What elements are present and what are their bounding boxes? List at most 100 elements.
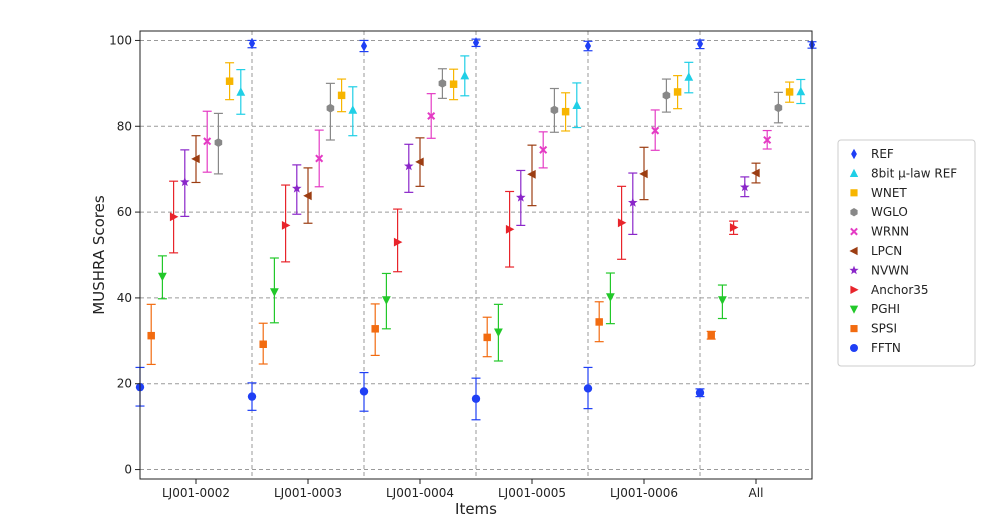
legend-label: SPSI: [871, 322, 897, 336]
point-anchor35: [169, 212, 179, 222]
point-ref: [248, 37, 256, 49]
x-axis-title: Items: [455, 500, 497, 518]
legend-item-fftn: FFTN: [850, 341, 901, 355]
point-wglo: [774, 103, 783, 113]
point-8bit-law-ref: [572, 100, 582, 109]
legend-label: WNET: [871, 186, 907, 200]
point-wrnn: [203, 137, 212, 146]
legend-item-spsi: SPSI: [850, 322, 897, 336]
legend-label: FFTN: [871, 341, 901, 355]
axes: 0 20 40 60 80 100 LJ001-0002 LJ001-0003 LJ001-00…: [109, 33, 763, 500]
legend-item-anchor35: Anchor35: [850, 283, 929, 297]
point-spsi: [371, 325, 379, 333]
point-wnet: [561, 107, 570, 116]
point-pghi: [158, 272, 167, 282]
point-ref: [472, 37, 480, 49]
point-lpcn: [415, 157, 424, 167]
legend-marker: [849, 168, 859, 177]
y-tick-label: 100: [109, 33, 132, 47]
point-fftn: [247, 392, 257, 401]
point-ref: [696, 38, 704, 50]
point-wnet: [337, 91, 346, 100]
point-wglo: [438, 79, 447, 88]
legend-item-ref: REF: [851, 147, 894, 161]
point-pghi: [270, 288, 279, 297]
legend: REF 8bit μ-law REF WNET WGLO WRNN LPCN NVWN Anc…: [837, 139, 976, 367]
y-tick-label: 80: [117, 119, 132, 133]
point-spsi: [259, 340, 267, 348]
legend-label: 8bit μ-law REF: [871, 166, 957, 180]
point-wnet: [673, 88, 682, 96]
point-nvwn: [404, 161, 414, 171]
point-lpcn: [751, 168, 760, 178]
point-ref: [584, 40, 592, 52]
point-ref: [360, 40, 368, 52]
x-tick-label: LJ001-0004: [386, 486, 454, 500]
legend-item-lpcn: LPCN: [849, 244, 902, 258]
legend-marker: [850, 189, 858, 197]
point-anchor35: [393, 237, 403, 247]
legend-label: LPCN: [871, 244, 902, 258]
point-fftn: [359, 387, 369, 396]
x-tick-label: LJ001-0005: [498, 486, 566, 500]
x-stroke: [203, 137, 212, 146]
point-8bit-law-ref: [796, 86, 806, 96]
point-8bit-law-ref: [460, 70, 470, 80]
legend-marker: [850, 227, 858, 236]
x-tick-label: All: [749, 486, 764, 500]
point-wglo: [214, 138, 223, 147]
point-nvwn: [740, 182, 750, 192]
point-spsi: [147, 331, 155, 340]
point-pghi: [718, 296, 727, 305]
point-wrnn: [539, 145, 548, 154]
point-wnet: [449, 80, 458, 88]
legend-label: Anchor35: [871, 283, 929, 297]
y-tick-label: 20: [117, 377, 132, 391]
legend-item-8bit-law-ref: 8bit μ-law REF: [849, 166, 957, 180]
legend-label: REF: [871, 147, 894, 161]
x-stroke: [763, 135, 772, 145]
point-nvwn: [292, 183, 302, 193]
point-anchor35: [729, 223, 739, 232]
legend-item-wrnn: WRNN: [850, 225, 909, 239]
point-nvwn: [628, 197, 638, 207]
legend-marker: [849, 305, 859, 314]
point-pghi: [382, 296, 391, 305]
point-pghi: [494, 328, 503, 338]
point-8bit-law-ref: [348, 105, 358, 114]
legend-marker: [851, 148, 857, 160]
x-tick-label: LJ001-0003: [274, 486, 342, 500]
legend-marker: [849, 246, 858, 256]
legend-item-wnet: WNET: [850, 186, 907, 200]
legend-label: NVWN: [871, 263, 909, 277]
legend-marker: [850, 344, 858, 352]
x-stroke: [651, 126, 660, 135]
legend-label: WGLO: [871, 205, 908, 219]
legend-item-nvwn: NVWN: [849, 263, 909, 277]
legend-item-pghi: PGHI: [849, 302, 900, 316]
x-tick-label: LJ001-0006: [610, 486, 678, 500]
legend-item-wglo: WGLO: [850, 205, 908, 219]
legend-marker: [849, 265, 859, 275]
x-stroke: [427, 111, 436, 120]
point-wglo: [662, 91, 671, 100]
point-anchor35: [281, 221, 291, 230]
point-lpcn: [527, 169, 536, 179]
y-tick-label: 0: [124, 463, 132, 477]
x-stroke: [315, 154, 324, 163]
point-fftn: [583, 384, 593, 393]
point-spsi: [707, 331, 715, 339]
point-wrnn: [315, 154, 324, 163]
point-wrnn: [651, 126, 660, 135]
legend-box: [837, 139, 976, 367]
point-lpcn: [191, 154, 200, 164]
point-lpcn: [639, 169, 648, 179]
legend-marker: [850, 285, 859, 294]
x-tick-label: LJ001-0002: [162, 486, 230, 500]
point-anchor35: [505, 224, 515, 234]
point-fftn: [695, 388, 705, 397]
legend-label: PGHI: [871, 302, 900, 316]
point-wrnn: [763, 135, 772, 145]
point-pghi: [606, 293, 615, 302]
